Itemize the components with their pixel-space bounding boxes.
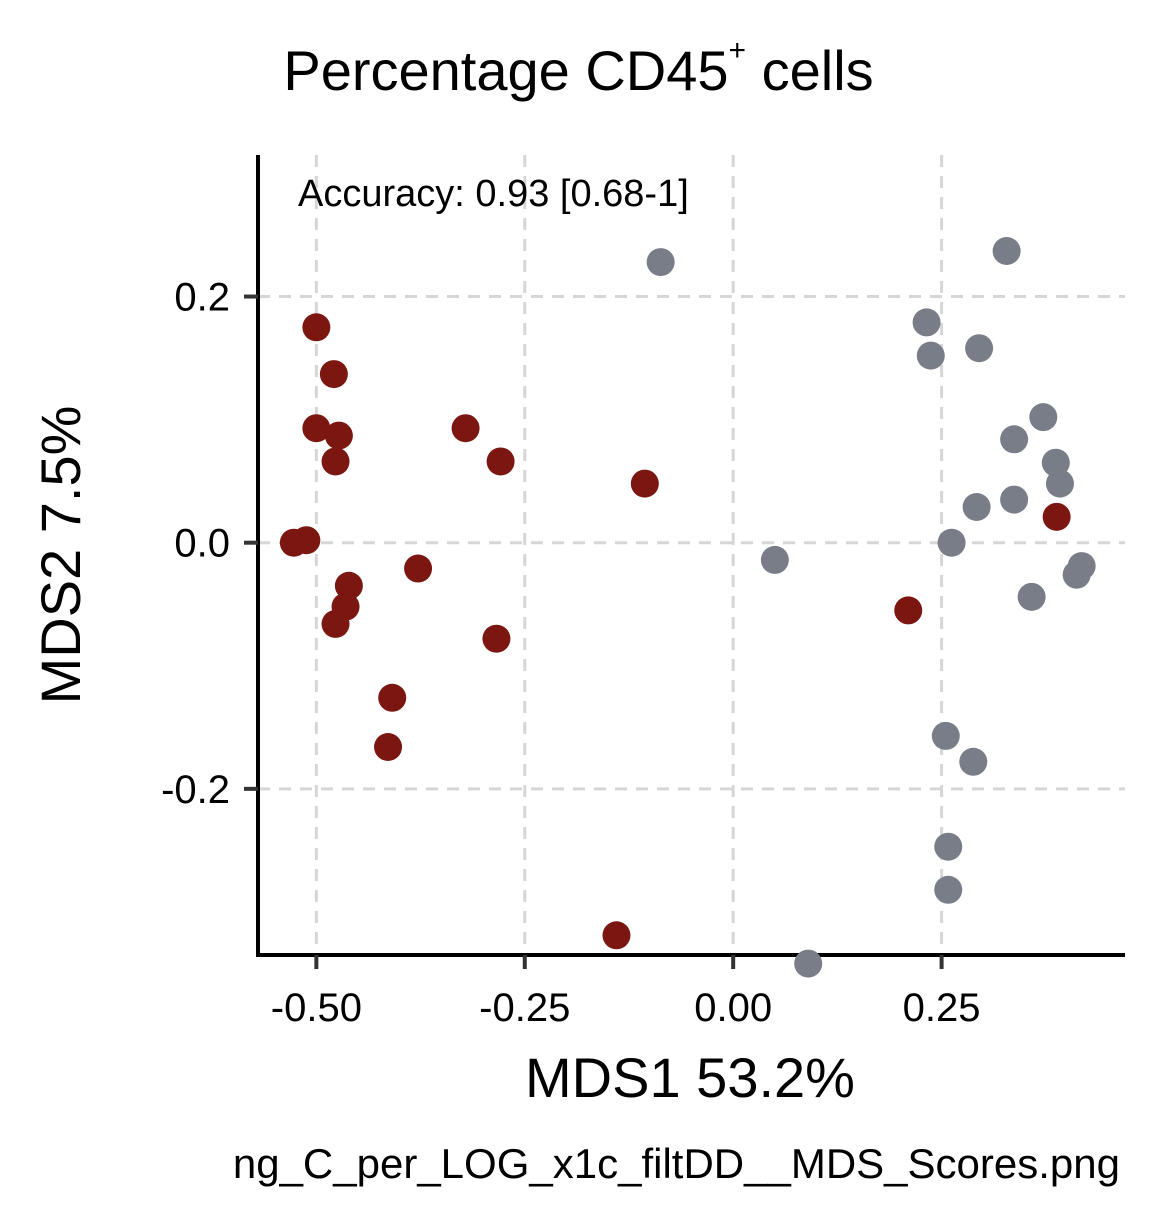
data-point-series-1: [378, 683, 407, 712]
data-point-series-2: [1017, 582, 1046, 611]
data-point-series-2: [962, 493, 991, 521]
data-point-series-2: [1000, 485, 1029, 514]
data-point-series-1: [319, 360, 348, 389]
y-tick-label: 0.2: [174, 276, 230, 320]
chart-title-main: Percentage CD45: [283, 39, 729, 102]
data-points: [279, 237, 1096, 978]
data-point-series-2: [937, 528, 966, 557]
x-tick-label: 0.00: [694, 986, 772, 1030]
x-tick-label: 0.25: [903, 986, 981, 1030]
x-tick-label: -0.25: [479, 986, 570, 1030]
accuracy-annotation: Accuracy: 0.93 [0.68-1]: [298, 173, 689, 215]
data-point-series-2: [931, 721, 960, 750]
data-point-series-2: [934, 875, 963, 904]
data-point-series-2: [965, 334, 994, 363]
data-point-series-2: [916, 341, 945, 370]
chart-title-suffix: cells: [746, 39, 874, 102]
data-point-series-1: [302, 313, 331, 342]
data-point-series-1: [602, 921, 631, 950]
data-point-series-1: [321, 447, 350, 476]
data-point-series-2: [1041, 448, 1070, 477]
y-tick-label: -0.2: [161, 768, 230, 812]
data-point-series-1: [894, 596, 923, 625]
tick-marks: -0.50 -0.25 0.00 0.25 0.2 0.0 -0.2: [161, 276, 980, 1030]
x-axis-label: MDS1 53.2%: [525, 1046, 855, 1109]
grid-lines: [258, 155, 1125, 955]
data-point-series-2: [912, 308, 941, 337]
data-point-series-1: [302, 414, 331, 443]
data-point-series-2: [992, 237, 1021, 265]
data-point-series-1: [1042, 502, 1071, 531]
data-point-series-1: [486, 447, 515, 476]
data-point-series-1: [404, 554, 433, 583]
data-point-series-2: [646, 248, 675, 277]
data-point-series-2: [794, 949, 823, 978]
axes: [256, 155, 1125, 957]
data-point-series-2: [760, 545, 789, 574]
data-point-series-1: [451, 414, 480, 443]
y-tick-label: 0.0: [174, 522, 230, 566]
data-point-series-1: [334, 571, 363, 600]
data-point-series-2: [934, 832, 963, 861]
data-point-series-2: [1045, 469, 1074, 498]
data-point-series-1: [482, 624, 511, 653]
filename-caption: ng_C_per_LOG_x1c_filtDD__MDS_Scores.png: [232, 1140, 1120, 1187]
data-point-series-2: [1062, 560, 1091, 589]
data-point-series-1: [321, 609, 350, 638]
data-point-series-2: [1029, 403, 1058, 432]
y-axis-label: MDS2 7.5%: [29, 406, 92, 705]
data-point-series-1: [630, 469, 659, 498]
chart-title-superscript: +: [728, 34, 747, 67]
data-point-series-1: [292, 526, 321, 555]
data-point-series-1: [374, 733, 403, 761]
data-point-series-2: [1000, 425, 1029, 454]
chart-title: Percentage CD45+ cells: [0, 36, 1157, 103]
data-point-series-1: [324, 421, 353, 450]
data-point-series-2: [959, 747, 988, 776]
x-tick-label: -0.50: [271, 986, 362, 1030]
